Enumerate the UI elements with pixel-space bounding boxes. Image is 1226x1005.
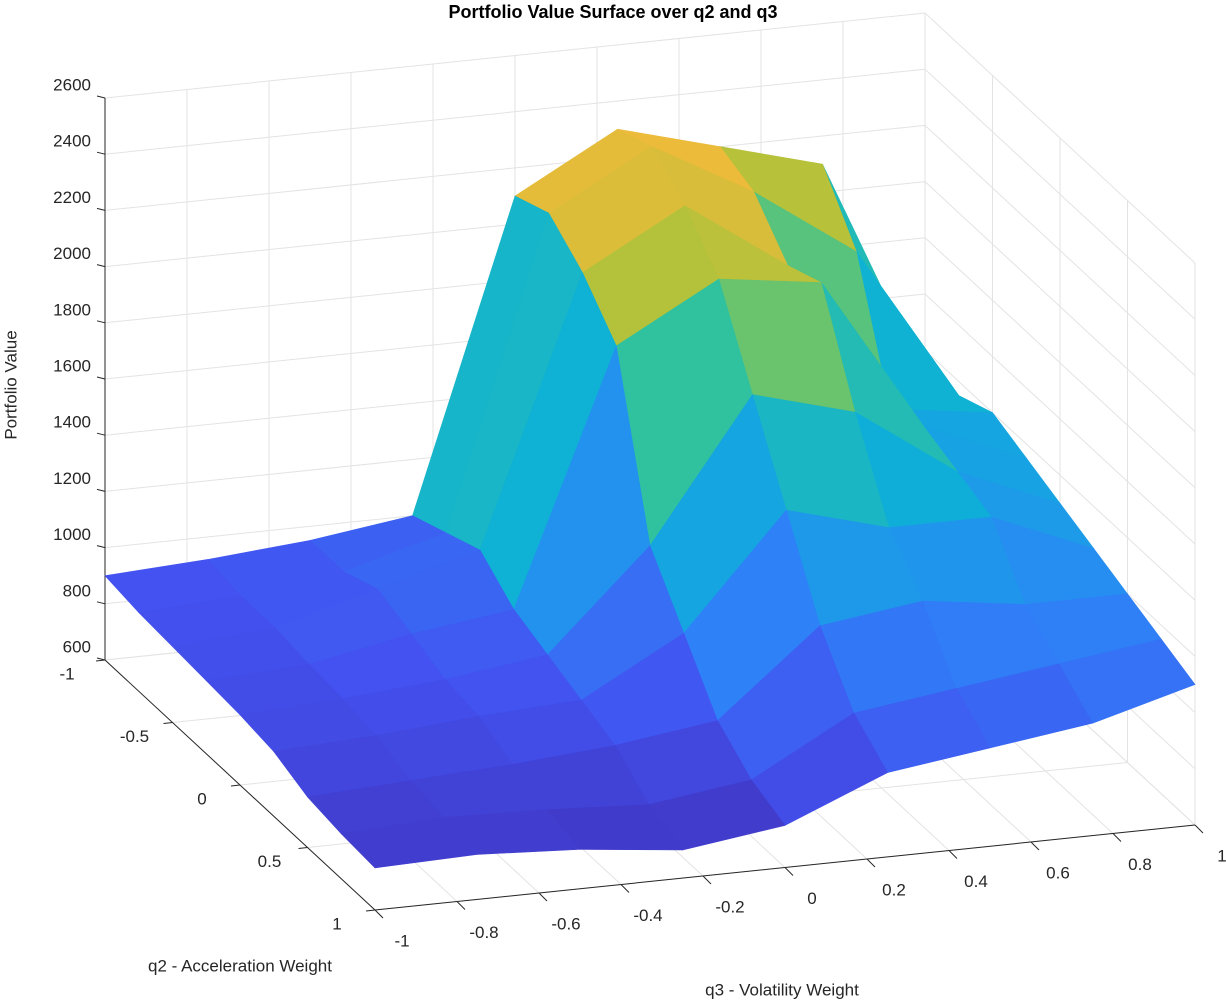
tick-mark bbox=[96, 545, 106, 549]
tick-mark bbox=[96, 376, 106, 380]
tick-mark bbox=[96, 207, 106, 211]
z-tick-label: 1600 bbox=[53, 356, 91, 375]
y-tick-label: 0.5 bbox=[258, 852, 282, 871]
x-tick-label: -1 bbox=[394, 931, 409, 950]
x-tick-label: 0.6 bbox=[1046, 863, 1070, 882]
tick-mark bbox=[96, 601, 106, 605]
tick-mark bbox=[866, 858, 876, 868]
tick-mark bbox=[298, 847, 308, 849]
x-tick-label: -0.8 bbox=[469, 923, 498, 942]
z-tick-label: 1200 bbox=[53, 469, 91, 488]
tick-mark bbox=[1112, 833, 1122, 842]
y-tick-label: 1 bbox=[332, 914, 341, 933]
tick-mark bbox=[365, 909, 376, 912]
tick-mark bbox=[1030, 841, 1040, 851]
tick-mark bbox=[784, 867, 794, 876]
tick-mark bbox=[374, 909, 384, 919]
tick-mark bbox=[230, 784, 241, 787]
chart-title: Portfolio Value Surface over q2 and q3 bbox=[448, 2, 777, 22]
x-tick-label: -0.2 bbox=[715, 897, 744, 916]
z-tick-label: 2000 bbox=[53, 244, 91, 263]
x-tick-label: -0.6 bbox=[551, 914, 580, 933]
surface-face bbox=[340, 817, 479, 869]
tick-mark bbox=[96, 488, 106, 492]
x-tick-label: 1 bbox=[1217, 846, 1226, 865]
tick-mark bbox=[96, 264, 106, 268]
x-tick-label: 0.2 bbox=[882, 880, 906, 899]
tick-mark bbox=[96, 151, 106, 155]
tick-mark bbox=[95, 659, 106, 662]
z-axis-label: Portfolio Value bbox=[1, 330, 20, 439]
tick-mark bbox=[163, 722, 173, 724]
z-tick-label: 1800 bbox=[53, 300, 91, 319]
y-axis-label: q2 - Acceleration Weight bbox=[148, 956, 332, 975]
y-tick-label: -1 bbox=[59, 664, 74, 683]
y-tick-label: -0.5 bbox=[120, 727, 149, 746]
tick-mark bbox=[456, 901, 466, 910]
z-tick-label: 600 bbox=[63, 637, 91, 656]
z-tick-label: 1000 bbox=[53, 525, 91, 544]
z-tick-label: 2400 bbox=[53, 132, 91, 151]
x-tick-label: 0.4 bbox=[964, 872, 988, 891]
x-tick-label: -0.4 bbox=[633, 906, 662, 925]
tick-mark bbox=[96, 95, 106, 99]
tick-mark bbox=[96, 320, 106, 324]
x-axis-label: q3 - Volatility Weight bbox=[705, 980, 859, 999]
z-tick-label: 1400 bbox=[53, 413, 91, 432]
x-tick-label: 0.8 bbox=[1128, 855, 1152, 874]
tick-mark bbox=[538, 892, 548, 902]
tick-mark bbox=[96, 432, 106, 436]
x-tick-label: 0 bbox=[807, 889, 816, 908]
tick-mark bbox=[702, 875, 712, 885]
z-tick-label: 800 bbox=[63, 581, 91, 600]
z-tick-label: 2600 bbox=[53, 75, 91, 94]
y-tick-label: 0 bbox=[197, 789, 206, 808]
z-tick-label: 2200 bbox=[53, 188, 91, 207]
tick-mark bbox=[620, 884, 630, 893]
tick-mark bbox=[1194, 824, 1204, 834]
tick-mark bbox=[948, 850, 958, 859]
